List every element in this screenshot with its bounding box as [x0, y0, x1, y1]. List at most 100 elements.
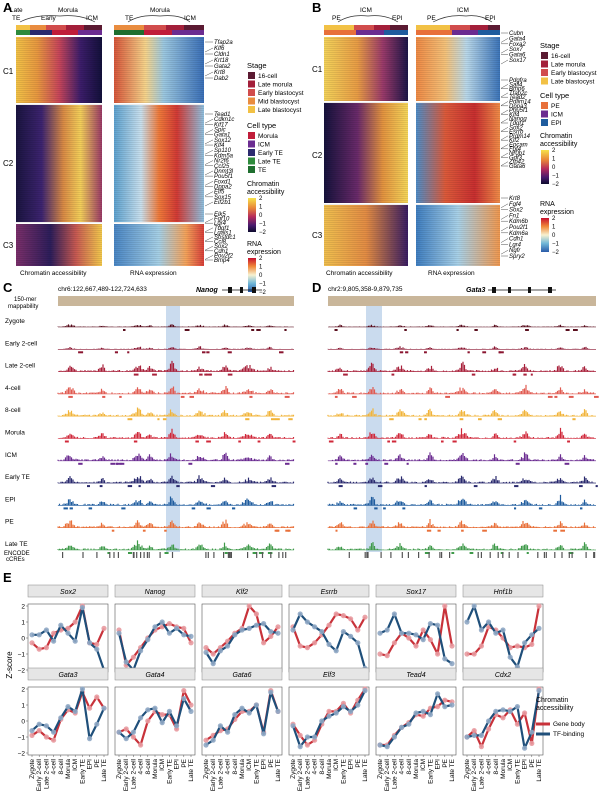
track-peak-call	[133, 440, 138, 443]
xtick-late-te: Late TE	[536, 758, 543, 781]
gene-label-zfp42: Zfp42	[508, 160, 525, 166]
gene-label-tdgf1: Tdgf1	[509, 121, 524, 127]
exon-d-2	[508, 287, 511, 293]
panel-e-letter: E	[3, 570, 12, 585]
track-label-icm: ICM	[5, 452, 17, 459]
gene-label-cdkn1c: Cdkn1c	[214, 117, 234, 123]
point-klf2-gene-body	[203, 645, 209, 651]
track-peak-call	[285, 529, 290, 532]
facet-title-sox17: Sox17	[406, 589, 427, 596]
track-signal-late-te	[327, 542, 596, 550]
gene-label-gata2: Gata2	[214, 64, 231, 70]
point-sox2-tf-binding	[51, 638, 57, 644]
track-label-4-cell: 4-cell	[5, 385, 21, 392]
gene-label-gata1: Gata1	[214, 133, 230, 139]
stage-bar-a-rna	[114, 25, 204, 35]
track-signal-8-cell	[57, 407, 295, 417]
ytick-1: 1	[21, 620, 25, 627]
xtick-epi: EPI	[435, 759, 442, 770]
point-cdx2-tf-binding	[536, 688, 542, 694]
point-sox2-gene-body	[29, 640, 35, 646]
xtick-zygote: Zygote	[290, 759, 297, 779]
track-peak-call	[204, 373, 207, 376]
track-peak-call	[335, 529, 338, 532]
legend-b-celltype-title: Cell type	[540, 91, 569, 100]
point-esrrb-gene-body	[326, 622, 332, 628]
point-tead4-tf-binding	[399, 724, 405, 731]
point-cdx2-tf-binding	[464, 734, 470, 740]
ccre-mark	[136, 552, 138, 558]
gene-label-prdm14: Prdm14	[509, 134, 531, 140]
point-elf3-tf-binding	[304, 734, 310, 740]
track-signal-4-cell	[327, 384, 596, 394]
gene-label-dab2: Dab2	[214, 76, 229, 82]
point-gata4-gene-body	[123, 726, 129, 732]
legend-swatch-early-blastocyst	[541, 69, 548, 76]
point-gata3-tf-binding	[72, 708, 78, 715]
label-late: Late	[10, 7, 23, 14]
point-cdx2-gene-body	[529, 740, 535, 747]
gene-label-cubn: Cubn	[509, 31, 524, 37]
point-gata4-tf-binding	[181, 696, 187, 702]
gene-label-tead2: Tead2	[509, 95, 526, 101]
ccre-mark	[348, 552, 350, 558]
mappability-label-c: 150-mer mappability	[8, 297, 38, 310]
xtick-zygote: Zygote	[29, 759, 36, 779]
facet-sox2: Sox2 2 1 0 −1 −2	[18, 584, 109, 675]
point-tead4-tf-binding	[435, 691, 441, 697]
gene-leader	[500, 203, 509, 208]
gene-labels-a: Tfap2aKlf6Cldn1Krt18Gata2Krt8Dab2Tead1Cd…	[204, 40, 236, 264]
point-sox17-gene-body	[391, 640, 397, 646]
track-peak-call	[384, 462, 389, 465]
track-peak-call	[498, 351, 504, 354]
point-gata4-gene-body	[188, 702, 194, 708]
point-hnf1b-tf-binding	[493, 630, 499, 636]
panel-c-letter: C	[3, 280, 13, 295]
gene-label-esrrb: Esrrb	[509, 130, 524, 136]
track-peak-call	[87, 485, 90, 488]
gene-label-dppa3: Dppa3	[509, 104, 527, 110]
point-gata6-tf-binding	[246, 710, 252, 716]
track-peak-call	[497, 418, 502, 421]
gene-label-pdgfra: Pdgfra	[509, 78, 527, 84]
point-hnf1b-gene-body	[478, 643, 484, 649]
track-peak-call	[238, 440, 241, 443]
gene-label-elk5: Elk5	[214, 212, 226, 218]
point-sox17-gene-body	[384, 653, 390, 659]
xlabel-a-chrom: Chromatin accessibility	[20, 270, 87, 277]
gene-leader	[500, 84, 509, 89]
point-gata4-tf-binding	[145, 707, 151, 713]
track-peak-call	[271, 485, 277, 488]
track-peak-call	[191, 507, 196, 510]
encode-ccres-d	[348, 552, 596, 558]
point-gata4-tf-binding	[159, 720, 165, 726]
point-sox17-tf-binding	[377, 630, 383, 636]
point-sox17-gene-body	[442, 603, 448, 609]
track-signal-zygote	[57, 324, 293, 327]
track-peak-call	[249, 395, 253, 398]
point-nanog-gene-body	[181, 625, 187, 632]
point-sox2-gene-body	[72, 619, 78, 625]
facet-nanog: Nanog	[114, 584, 196, 673]
ccre-mark	[96, 552, 98, 558]
point-klf2-tf-binding	[232, 632, 238, 638]
ytick-0: 0	[21, 719, 25, 726]
legend-item-icm: ICM	[258, 142, 270, 149]
gene-label-sox17: Sox17	[509, 58, 527, 64]
gene-label-fgf10: Fgf10	[214, 217, 230, 223]
ccre-mark	[571, 552, 573, 558]
point-elf3-tf-binding	[326, 713, 332, 719]
facet-sox17: Sox17	[375, 584, 457, 673]
track-peak-call	[526, 552, 529, 554]
label-icm: ICM	[86, 15, 98, 22]
gene-leader	[500, 38, 509, 43]
legend-item-icm: ICM	[551, 112, 563, 119]
facet-tead4: Tead4	[375, 667, 457, 756]
point-nanog-tf-binding	[116, 630, 122, 636]
ccre-mark	[278, 552, 280, 558]
ccre-mark	[439, 552, 441, 558]
colorbar-tick-2: −2	[259, 230, 267, 236]
point-esrrb-gene-body	[312, 640, 318, 646]
track-peak-call	[63, 507, 68, 510]
track-peak-call	[162, 418, 167, 421]
